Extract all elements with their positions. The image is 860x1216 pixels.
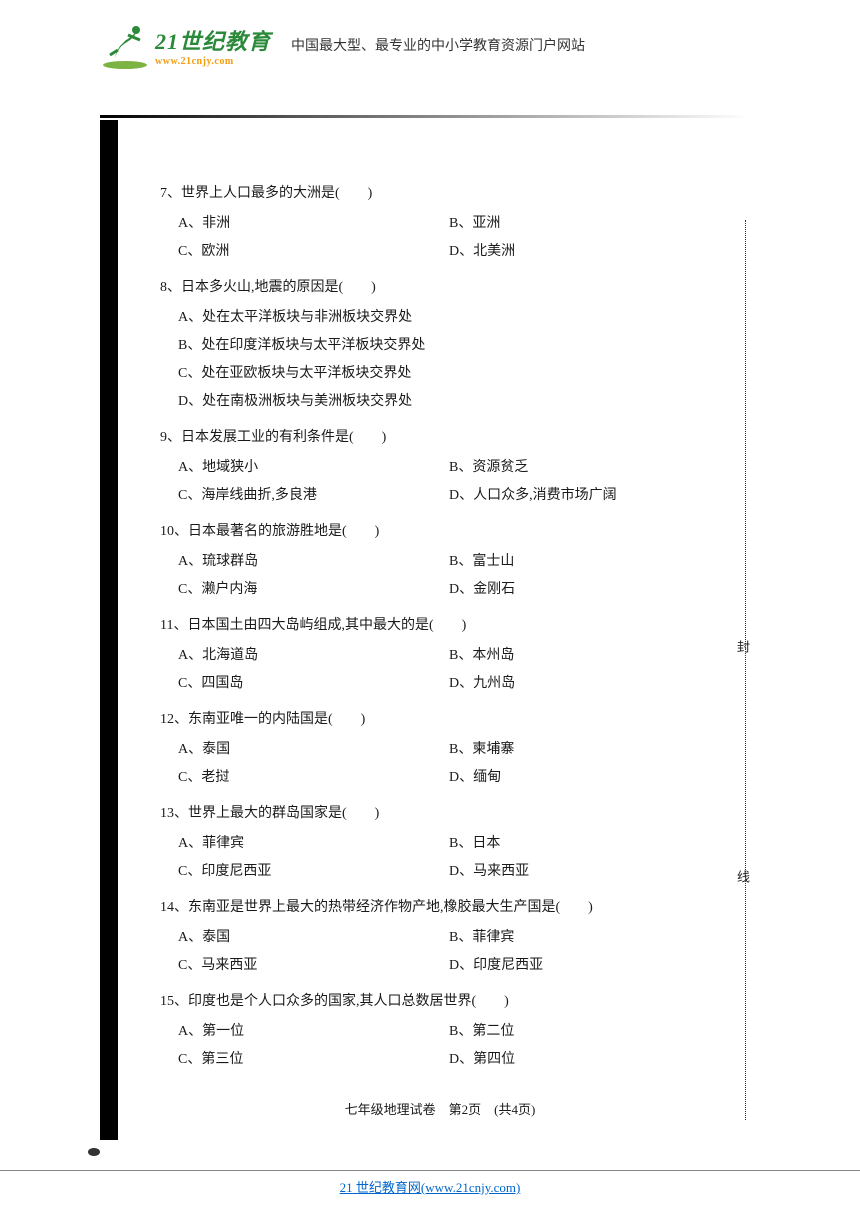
page-header: 21世纪教育 www.21cnjy.com 中国最大型、最专业的中小学教育资源门… [0, 0, 860, 80]
option-a: A、地域狭小 [178, 454, 449, 482]
option-c: C、海岸线曲折,多良港 [178, 482, 449, 510]
option-a: A、泰国 [178, 924, 449, 952]
option-d: D、人口众多,消费市场广阔 [449, 482, 720, 510]
question-stem: 11、日本国土由四大岛屿组成,其中最大的是( ) [160, 612, 720, 640]
page-number-footer: 七年级地理试卷 第2页 (共4页) [160, 1099, 720, 1118]
question-stem: 15、印度也是个人口众多的国家,其人口总数居世界( ) [160, 988, 720, 1016]
header-description: 中国最大型、最专业的中小学教育资源门户网站 [291, 35, 585, 55]
question-10: 10、日本最著名的旅游胜地是( )A、琉球群岛B、富士山C、濑户内海D、金刚石 [160, 518, 720, 604]
question-stem: 10、日本最著名的旅游胜地是( ) [160, 518, 720, 546]
option-c: C、欧洲 [178, 238, 449, 266]
option-b: B、第二位 [449, 1018, 720, 1046]
option-b: B、资源贫乏 [449, 454, 720, 482]
logo-url: www.21cnjy.com [155, 56, 271, 67]
options-group: A、北海道岛B、本州岛C、四国岛D、九州岛 [160, 642, 720, 698]
option-c: C、濑户内海 [178, 576, 449, 604]
scan-smudge [88, 1148, 100, 1156]
option-a: A、琉球群岛 [178, 548, 449, 576]
exam-content: 7、世界上人口最多的大洲是( )A、非洲B、亚洲C、欧洲D、北美洲8、日本多火山… [0, 80, 860, 1138]
option-a: A、非洲 [178, 210, 449, 238]
footer-link: 21 世纪教育网(www.21cnjy.com) [0, 1170, 860, 1196]
option-c: C、处在亚欧板块与太平洋板块交界处 [178, 360, 720, 388]
site-logo: 21世纪教育 www.21cnjy.com [100, 20, 271, 70]
option-b: B、富士山 [449, 548, 720, 576]
option-c: C、印度尼西亚 [178, 858, 449, 886]
options-group: A、泰国B、柬埔寨C、老挝D、缅甸 [160, 736, 720, 792]
option-a: A、第一位 [178, 1018, 449, 1046]
question-7: 7、世界上人口最多的大洲是( )A、非洲B、亚洲C、欧洲D、北美洲 [160, 180, 720, 266]
options-group: A、处在太平洋板块与非洲板块交界处B、处在印度洋板块与太平洋板块交界处C、处在亚… [160, 304, 720, 416]
option-d: D、马来西亚 [449, 858, 720, 886]
option-b: B、柬埔寨 [449, 736, 720, 764]
option-c: C、四国岛 [178, 670, 449, 698]
option-d: D、北美洲 [449, 238, 720, 266]
logo-title: 21世纪教育 [155, 24, 271, 56]
option-d: D、印度尼西亚 [449, 952, 720, 980]
question-8: 8、日本多火山,地震的原因是( )A、处在太平洋板块与非洲板块交界处B、处在印度… [160, 274, 720, 416]
question-9: 9、日本发展工业的有利条件是( )A、地域狭小B、资源贫乏C、海岸线曲折,多良港… [160, 424, 720, 510]
option-b: B、亚洲 [449, 210, 720, 238]
options-group: A、非洲B、亚洲C、欧洲D、北美洲 [160, 210, 720, 266]
question-stem: 12、东南亚唯一的内陆国是( ) [160, 706, 720, 734]
question-11: 11、日本国土由四大岛屿组成,其中最大的是( )A、北海道岛B、本州岛C、四国岛… [160, 612, 720, 698]
question-15: 15、印度也是个人口众多的国家,其人口总数居世界( )A、第一位B、第二位C、第… [160, 988, 720, 1074]
option-c: C、老挝 [178, 764, 449, 792]
question-14: 14、东南亚是世界上最大的热带经济作物产地,橡胶最大生产国是( )A、泰国B、菲… [160, 894, 720, 980]
question-stem: 14、东南亚是世界上最大的热带经济作物产地,橡胶最大生产国是( ) [160, 894, 720, 922]
options-group: A、第一位B、第二位C、第三位D、第四位 [160, 1018, 720, 1074]
options-group: A、菲律宾B、日本C、印度尼西亚D、马来西亚 [160, 830, 720, 886]
option-d: D、第四位 [449, 1046, 720, 1074]
option-b: B、菲律宾 [449, 924, 720, 952]
option-a: A、菲律宾 [178, 830, 449, 858]
option-d: D、金刚石 [449, 576, 720, 604]
option-b: B、本州岛 [449, 642, 720, 670]
option-c: C、第三位 [178, 1046, 449, 1074]
question-13: 13、世界上最大的群岛国家是( )A、菲律宾B、日本C、印度尼西亚D、马来西亚 [160, 800, 720, 886]
question-stem: 7、世界上人口最多的大洲是( ) [160, 180, 720, 208]
question-12: 12、东南亚唯一的内陆国是( )A、泰国B、柬埔寨C、老挝D、缅甸 [160, 706, 720, 792]
site-link[interactable]: 21 世纪教育网(www.21cnjy.com) [340, 1180, 521, 1195]
options-group: A、泰国B、菲律宾C、马来西亚D、印度尼西亚 [160, 924, 720, 980]
options-group: A、琉球群岛B、富士山C、濑户内海D、金刚石 [160, 548, 720, 604]
question-stem: 9、日本发展工业的有利条件是( ) [160, 424, 720, 452]
option-d: D、九州岛 [449, 670, 720, 698]
option-a: A、北海道岛 [178, 642, 449, 670]
option-c: C、马来西亚 [178, 952, 449, 980]
logo-text-block: 21世纪教育 www.21cnjy.com [155, 24, 271, 67]
option-a: A、泰国 [178, 736, 449, 764]
option-d: D、缅甸 [449, 764, 720, 792]
option-b: B、处在印度洋板块与太平洋板块交界处 [178, 332, 720, 360]
question-stem: 13、世界上最大的群岛国家是( ) [160, 800, 720, 828]
option-b: B、日本 [449, 830, 720, 858]
logo-runner-icon [100, 20, 150, 70]
question-stem: 8、日本多火山,地震的原因是( ) [160, 274, 720, 302]
option-d: D、处在南极洲板块与美洲板块交界处 [178, 388, 720, 416]
options-group: A、地域狭小B、资源贫乏C、海岸线曲折,多良港D、人口众多,消费市场广阔 [160, 454, 720, 510]
option-a: A、处在太平洋板块与非洲板块交界处 [178, 304, 720, 332]
